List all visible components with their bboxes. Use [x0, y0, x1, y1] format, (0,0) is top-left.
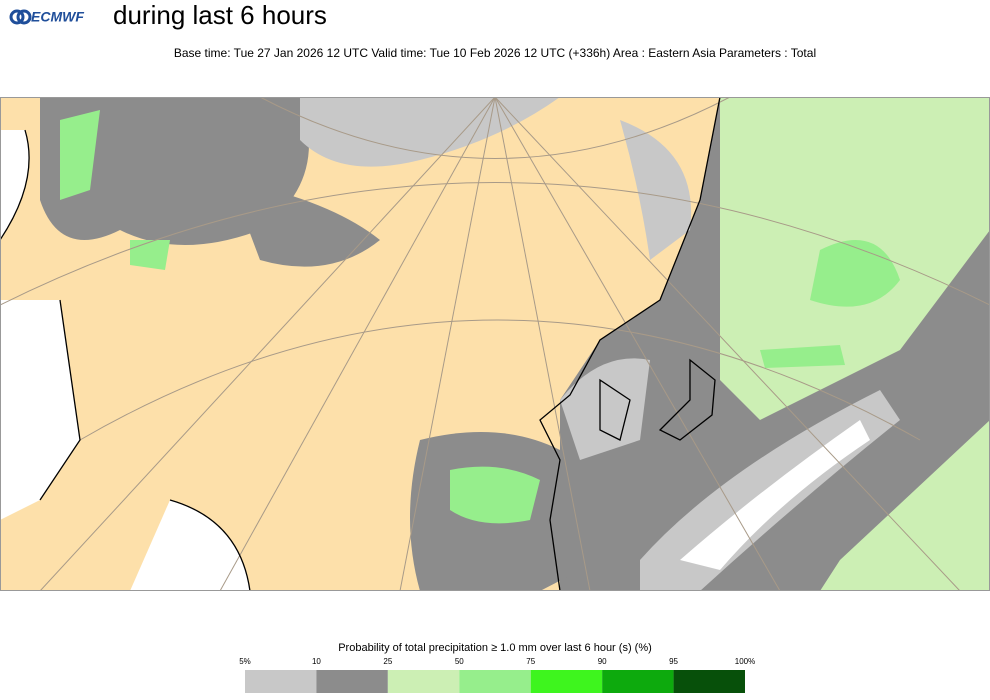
legend-swatch: [316, 670, 388, 693]
legend-tick-label: 75: [526, 657, 535, 666]
legend-swatch: [387, 670, 460, 693]
legend-swatch: [530, 670, 603, 693]
legend-tick-label: 5%: [239, 657, 251, 666]
logo: ECMWF: [9, 9, 84, 25]
legend-tick-label: 95: [669, 657, 678, 666]
legend-tick-label: 90: [598, 657, 607, 666]
page-title: during last 6 hours: [113, 0, 327, 30]
legend-swatch: [245, 670, 317, 693]
legend-swatch: [673, 670, 745, 693]
subtitle: Base time: Tue 27 Jan 2026 12 UTC Valid …: [174, 46, 816, 60]
map: [0, 97, 990, 591]
legend-tick-label: 50: [455, 657, 464, 666]
legend-tick-label: 25: [383, 657, 392, 666]
legend-tick-label: 10: [312, 657, 321, 666]
legend-swatch: [459, 670, 531, 693]
logo-text: ECMWF: [31, 9, 84, 25]
legend-swatch: [602, 670, 674, 693]
legend-title: Probability of total precipitation ≥ 1.0…: [338, 642, 652, 654]
legend-tick-label: 100%: [735, 657, 755, 666]
legend: 5% 10 25 50 75 90 95 100%: [239, 657, 755, 693]
